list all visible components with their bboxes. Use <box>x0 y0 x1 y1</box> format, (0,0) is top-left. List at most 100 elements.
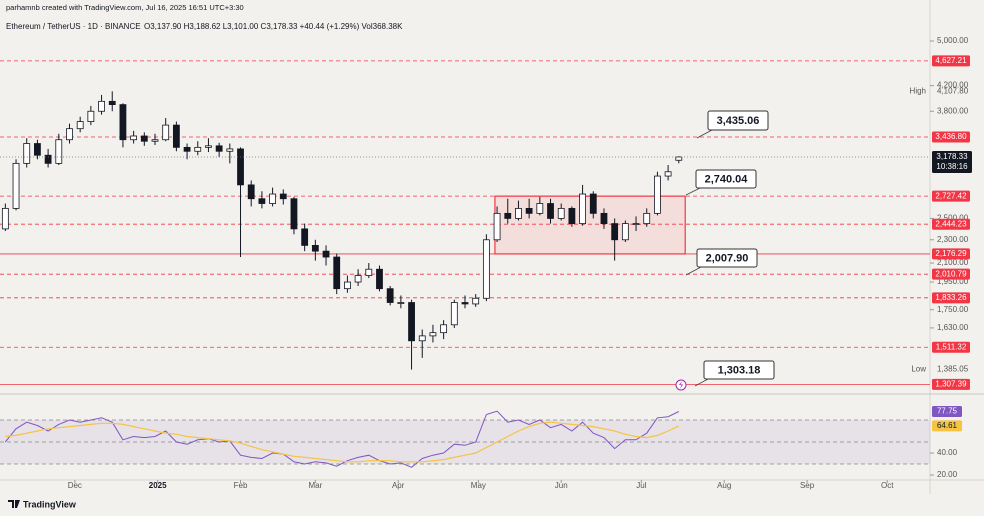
candle-body <box>279 193 287 200</box>
rsi-value-label: 64.61 <box>937 421 958 430</box>
candle-body <box>76 121 84 130</box>
x-tick-label: Jul <box>636 481 646 490</box>
level-label-box <box>932 292 970 304</box>
ohlc-legend: O3,137.90 H3,188.62 L3,101.00 C3,178.33 … <box>144 22 403 31</box>
candle-body <box>611 223 619 241</box>
low-text: Low <box>911 365 926 374</box>
candle-body <box>472 297 480 305</box>
x-tick-label: Aug <box>717 481 731 490</box>
candle-body <box>429 332 437 337</box>
candle-body <box>504 212 512 219</box>
candle-body <box>664 171 672 177</box>
candle-body <box>579 193 586 225</box>
level-label: 1,511.32 <box>936 342 967 351</box>
y-tick-label: 40.00 <box>937 448 958 457</box>
candle-body <box>1 207 9 230</box>
level-label: 2,444.23 <box>935 219 967 228</box>
logo-icon <box>8 500 20 508</box>
candle-body <box>365 268 373 276</box>
candle-body <box>568 207 576 225</box>
callout-pointer <box>696 129 713 139</box>
y-tick-label: 1,950.00 <box>937 277 969 286</box>
y-tick-label: 20.00 <box>937 470 958 479</box>
candle-body <box>12 162 20 209</box>
candle-body <box>205 145 212 148</box>
callout-text: 3,435.06 <box>717 115 760 127</box>
candle-body <box>151 139 159 142</box>
level-label: 3,436.80 <box>935 132 967 141</box>
candle-body <box>301 228 309 246</box>
alert-icon-bolt <box>679 381 683 389</box>
level-label-box <box>932 55 970 67</box>
level-label-box <box>932 248 970 260</box>
y-tick-label: 1,630.00 <box>937 323 969 332</box>
rsi-value-box <box>932 405 962 417</box>
candle-body <box>600 212 608 225</box>
footer-logo: TradingView <box>23 499 77 509</box>
candle-body <box>418 335 426 342</box>
callout-pointer <box>694 378 709 387</box>
chart-title: Ethereum / TetherUS · 1D · BINANCE <box>6 22 141 31</box>
candle-body <box>44 154 52 164</box>
callout-pointer <box>685 266 702 276</box>
rsi-line <box>5 421 680 463</box>
x-tick-label: Sep <box>800 481 815 490</box>
y-tick-label: 3,800.00 <box>937 106 969 115</box>
candle-body <box>23 143 31 164</box>
candle-body <box>322 250 330 258</box>
level-label: 2,727.42 <box>935 191 967 200</box>
x-tick-label: Feb <box>234 481 248 490</box>
candle-body <box>440 324 448 334</box>
candle-body <box>183 146 191 152</box>
candle-body <box>536 203 544 214</box>
candle-body <box>632 223 640 226</box>
candle-body <box>557 207 565 219</box>
candle-body <box>493 212 501 241</box>
candle-body <box>344 281 351 290</box>
candle-body <box>237 148 244 186</box>
candle-body <box>194 146 202 152</box>
candle-body <box>66 128 73 141</box>
y-tick-label: 4,200.00 <box>937 81 969 90</box>
level-label: 4,627.21 <box>935 56 967 65</box>
level-label: 1,833.26 <box>935 293 967 302</box>
candle-body <box>108 100 116 106</box>
callout-box <box>696 248 758 268</box>
callout-box <box>703 360 775 380</box>
level-label-box <box>932 341 970 353</box>
candle-body <box>386 288 394 303</box>
candle-body <box>354 275 362 283</box>
level-label-box <box>932 268 970 280</box>
x-tick-label: Mar <box>308 481 322 490</box>
candle-body <box>643 212 651 225</box>
level-label-box <box>932 378 970 390</box>
level-label: 2,010.79 <box>935 269 967 278</box>
candle-body <box>376 268 383 290</box>
y-tick-label: 5,000.00 <box>937 36 969 45</box>
candle-body <box>547 203 554 219</box>
x-tick-label: Dec <box>68 481 82 490</box>
y-tick-label: 1,750.00 <box>937 305 969 314</box>
x-tick-label: Jun <box>555 481 568 490</box>
candle-body <box>55 139 63 164</box>
callout-text: 2,740.04 <box>705 173 749 185</box>
x-tick-label: May <box>471 481 486 490</box>
candle-body <box>162 124 170 141</box>
candle-body <box>98 100 105 112</box>
candle-body <box>589 193 597 214</box>
y-tick-label: 2,500.00 <box>937 214 969 223</box>
candle-body <box>247 184 255 200</box>
level-label-box <box>932 131 970 143</box>
candle-body <box>654 175 661 214</box>
level-label-box <box>932 190 970 202</box>
candle-body <box>130 135 138 141</box>
candle-body <box>515 207 522 219</box>
candle-body <box>450 302 458 326</box>
callout-box <box>707 110 769 131</box>
rsi-line <box>4 410 680 468</box>
rsi-value-label: 77.75 <box>937 407 958 416</box>
y-tick-label: 2,300.00 <box>937 235 969 244</box>
candle-body <box>269 193 276 204</box>
